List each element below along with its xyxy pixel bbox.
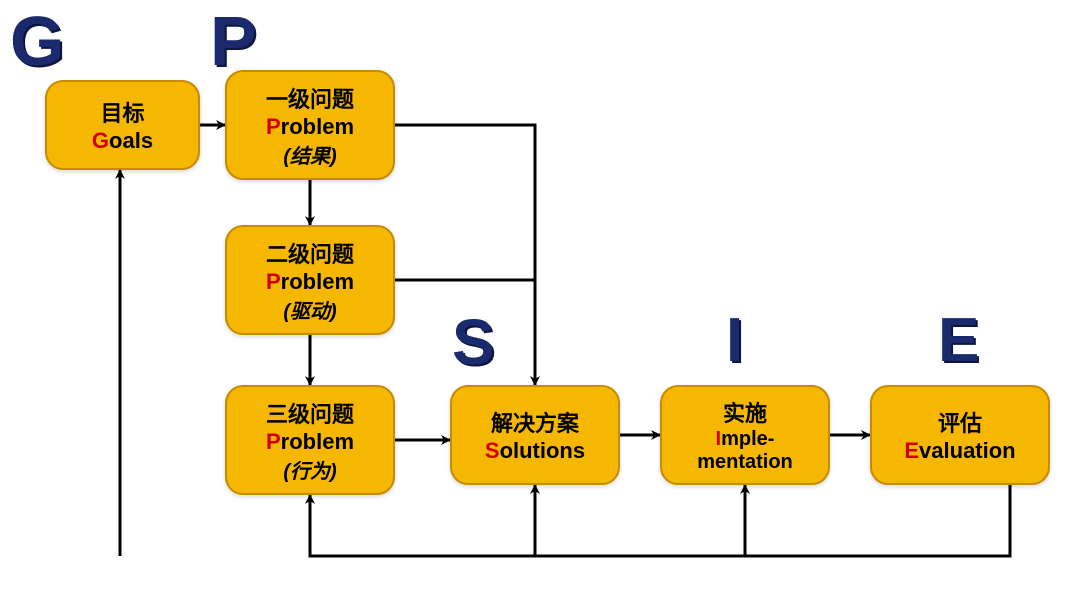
node-goals: 目标Goals (45, 80, 200, 170)
node-line1: 一级问题 (266, 82, 354, 114)
node-line2: Problem (266, 114, 354, 140)
node-line3: mentation (697, 451, 793, 474)
node-line2: Evaluation (904, 438, 1015, 464)
node-line3: (行为) (283, 455, 336, 484)
node-line1: 目标 (100, 96, 144, 128)
node-p3: 三级问题Problem(行为) (225, 385, 395, 495)
edge-8 (310, 485, 1010, 556)
big-letter-E: E (938, 310, 979, 372)
node-line1: 评估 (938, 406, 982, 438)
node-line2: Imple- (716, 428, 775, 451)
node-line3: (驱动) (283, 295, 336, 324)
flowchart-canvas: GPSIE 目标Goals一级问题Problem(结果)二级问题Problem(… (0, 0, 1080, 593)
node-line3: (结果) (283, 140, 336, 169)
node-line2: Problem (266, 429, 354, 455)
node-line1: 二级问题 (266, 237, 354, 269)
big-letter-I: I (726, 310, 743, 372)
big-letter-S: S (452, 310, 495, 374)
node-impl: 实施Imple-mentation (660, 385, 830, 485)
node-line1: 解决方案 (491, 406, 579, 438)
big-letter-G: G (10, 6, 64, 76)
node-line1: 三级问题 (266, 397, 354, 429)
node-line1: 实施 (723, 396, 767, 428)
node-line2: Goals (92, 128, 153, 154)
big-letter-P: P (210, 6, 257, 76)
node-line2: Problem (266, 269, 354, 295)
node-sol: 解决方案Solutions (450, 385, 620, 485)
node-p2: 二级问题Problem(驱动) (225, 225, 395, 335)
node-eval: 评估Evaluation (870, 385, 1050, 485)
node-line2: Solutions (485, 438, 585, 464)
node-p1: 一级问题Problem(结果) (225, 70, 395, 180)
